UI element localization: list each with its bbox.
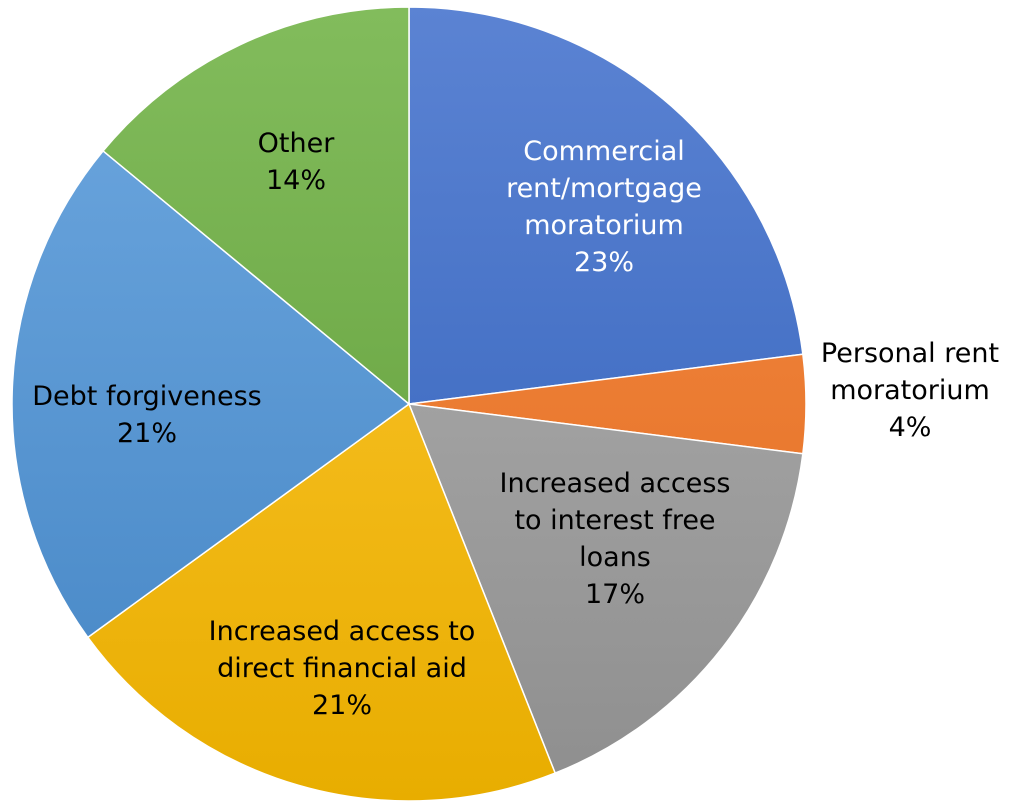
slice-category-label: Increased access to (209, 616, 476, 647)
slice-category-label: moratorium (524, 210, 684, 241)
slice-category-label: Increased access (500, 468, 731, 499)
pie-slices (11, 6, 807, 802)
slice-label: Other 14% (258, 128, 336, 196)
slice-category-label: moratorium (830, 375, 990, 406)
slice-value-label: 14% (266, 165, 326, 196)
slice-category-label: direct financial aid (217, 653, 467, 684)
pie-slice (11, 149, 411, 639)
slice-value-label: 4% (889, 412, 932, 443)
pie-labels: Commercial rent/mortgage moratorium 23% Pers… (32, 128, 999, 721)
slice-value-label: 23% (574, 247, 634, 278)
slice-category-label: to interest free (514, 505, 715, 536)
pie-slice (86, 402, 557, 802)
slice-label: Increased access to interest free loans 17% (500, 468, 731, 610)
slice-category-label: rent/mortgage (506, 173, 702, 204)
slice-value-label: 21% (312, 690, 372, 721)
slice-label: Personal rent moratorium 4% (821, 338, 999, 443)
slice-label: Debt forgiveness 21% (32, 381, 261, 449)
slice-label: Commercial rent/mortgage moratorium 23% (506, 136, 702, 278)
slice-category-label: loans (579, 542, 651, 573)
slice-value-label: 17% (585, 579, 645, 610)
pie-slice (102, 6, 410, 406)
slice-label: Increased access to direct financial aid 2… (209, 616, 476, 721)
slice-value-label: 21% (117, 418, 177, 449)
slice-category-label: Commercial (523, 136, 685, 167)
pie-slice (408, 6, 804, 405)
slice-category-label: Personal rent (821, 338, 999, 369)
slice-category-label: Other (258, 128, 336, 159)
pie-slice (407, 403, 804, 775)
slice-category-label: Debt forgiveness (32, 381, 261, 412)
